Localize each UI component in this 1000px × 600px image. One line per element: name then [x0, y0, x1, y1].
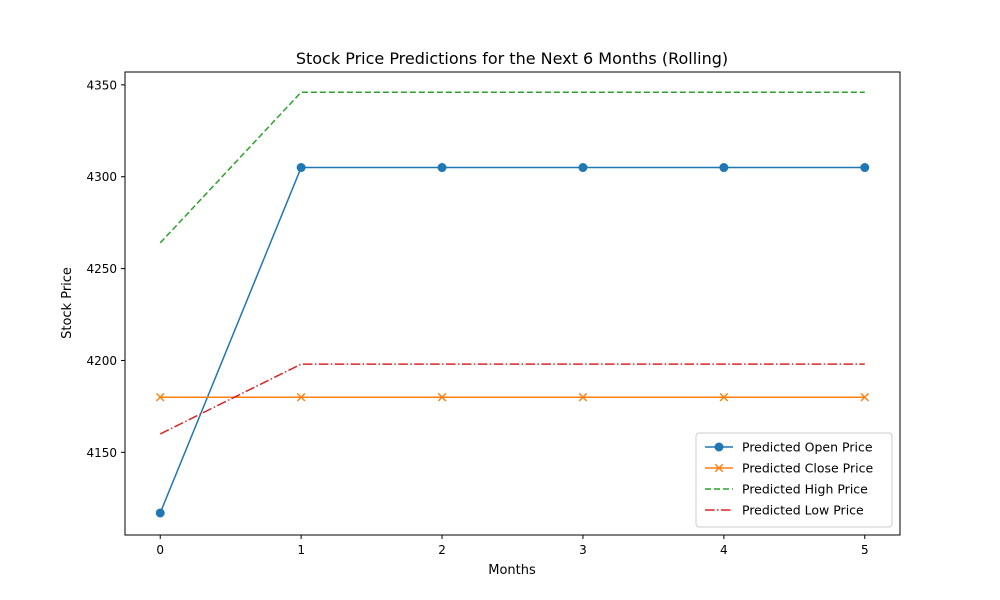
data-point: [578, 392, 588, 402]
data-point: [155, 392, 165, 402]
legend-box: [695, 432, 893, 528]
data-point: [437, 163, 447, 173]
legend-item: Predicted Low Price: [705, 503, 864, 518]
data-point: [437, 392, 447, 402]
legend-label: Predicted Open Price: [742, 440, 873, 455]
legend-item: Predicted Close Price: [705, 461, 873, 476]
series-2: [155, 392, 870, 402]
data-point: [719, 163, 729, 173]
series-3: [159, 91, 865, 244]
series-4: [159, 363, 865, 435]
series-line: [159, 91, 865, 244]
x-tick-label: 5: [861, 543, 869, 557]
data-point: [296, 163, 306, 173]
y-tick-label: 4350: [86, 78, 117, 92]
chart-title: Stock Price Predictions for the Next 6 M…: [296, 49, 728, 68]
x-tick-label: 0: [156, 543, 164, 557]
x-tick-label: 1: [297, 543, 305, 557]
legend-marker: [714, 442, 724, 452]
legend-marker: [714, 463, 724, 473]
series-line: [159, 363, 865, 435]
plot-frame: [124, 71, 901, 536]
data-point: [860, 392, 870, 402]
y-axis-label: Stock Price: [60, 267, 75, 339]
legend-item: Predicted Open Price: [705, 440, 873, 455]
x-axis-label: Months: [488, 563, 536, 578]
y-tick-label: 4300: [86, 170, 117, 184]
x-tick-label: 3: [579, 543, 587, 557]
y-tick-label: 4150: [86, 446, 117, 460]
plot-area: [155, 91, 870, 518]
x-axis-ticks: 0 1 2 3 4 5: [156, 535, 869, 557]
y-tick-label: 4200: [86, 354, 117, 368]
legend-label: Predicted High Price: [742, 482, 868, 497]
data-point: [155, 508, 165, 518]
data-point: [860, 163, 870, 173]
y-tick-label: 4250: [86, 262, 117, 276]
legend-label: Predicted Close Price: [742, 461, 873, 476]
y-axis-ticks: 4150 4200 4250 4300 4350: [86, 78, 125, 460]
x-tick-label: 4: [720, 543, 728, 557]
data-point: [296, 392, 306, 402]
data-point: [719, 392, 729, 402]
series-1: [155, 163, 870, 518]
series-line: [159, 166, 865, 514]
legend-item: Predicted High Price: [705, 482, 868, 497]
legend-label: Predicted Low Price: [742, 503, 864, 518]
data-point: [578, 163, 588, 173]
legend: Predicted Open Price Predicted Close Pric…: [695, 432, 893, 528]
x-tick-label: 2: [438, 543, 446, 557]
